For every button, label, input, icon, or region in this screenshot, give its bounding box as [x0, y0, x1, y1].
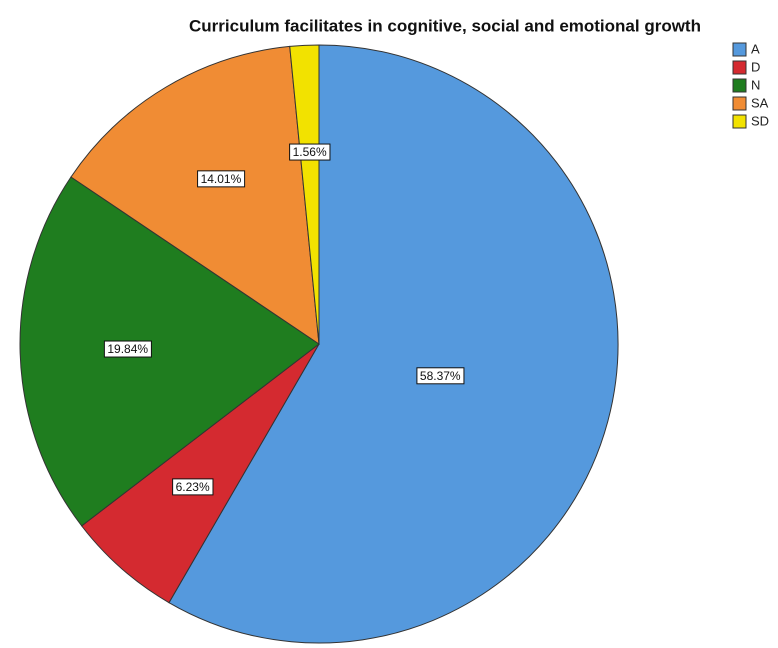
- chart-title: Curriculum facilitates in cognitive, soc…: [189, 16, 701, 35]
- value-label: 14.01%: [197, 170, 246, 188]
- value-label-box: [197, 170, 246, 188]
- pie-slice: [289, 44, 320, 345]
- value-label-text: 58.37%: [420, 369, 461, 383]
- value-label-box: [289, 143, 331, 161]
- value-label-box: [172, 478, 214, 496]
- value-label: 1.56%: [289, 143, 331, 161]
- legend-swatch: [732, 42, 747, 57]
- legend-swatch: [732, 114, 747, 129]
- value-label: 58.37%: [416, 367, 465, 385]
- value-label-text: 14.01%: [201, 172, 242, 186]
- pie-slice: [168, 44, 619, 644]
- value-label-box: [103, 340, 152, 358]
- pie-slice: [70, 45, 320, 346]
- legend-label: N: [751, 77, 760, 92]
- legend-swatch: [732, 96, 747, 111]
- value-label-text: 19.84%: [107, 342, 148, 356]
- value-label-box: [416, 367, 465, 385]
- value-label-text: 6.23%: [176, 480, 210, 494]
- legend-label: D: [751, 59, 760, 74]
- pie-slice: [19, 176, 320, 527]
- value-label: 6.23%: [172, 478, 214, 496]
- pie-slice: [80, 343, 320, 604]
- legend-label: A: [751, 41, 760, 56]
- legend-swatch: [732, 78, 747, 93]
- value-label: 19.84%: [103, 340, 152, 358]
- legend-label: SA: [751, 95, 769, 110]
- legend-swatch: [732, 60, 747, 75]
- legend-label: SD: [751, 113, 769, 128]
- value-label-text: 1.56%: [293, 145, 327, 159]
